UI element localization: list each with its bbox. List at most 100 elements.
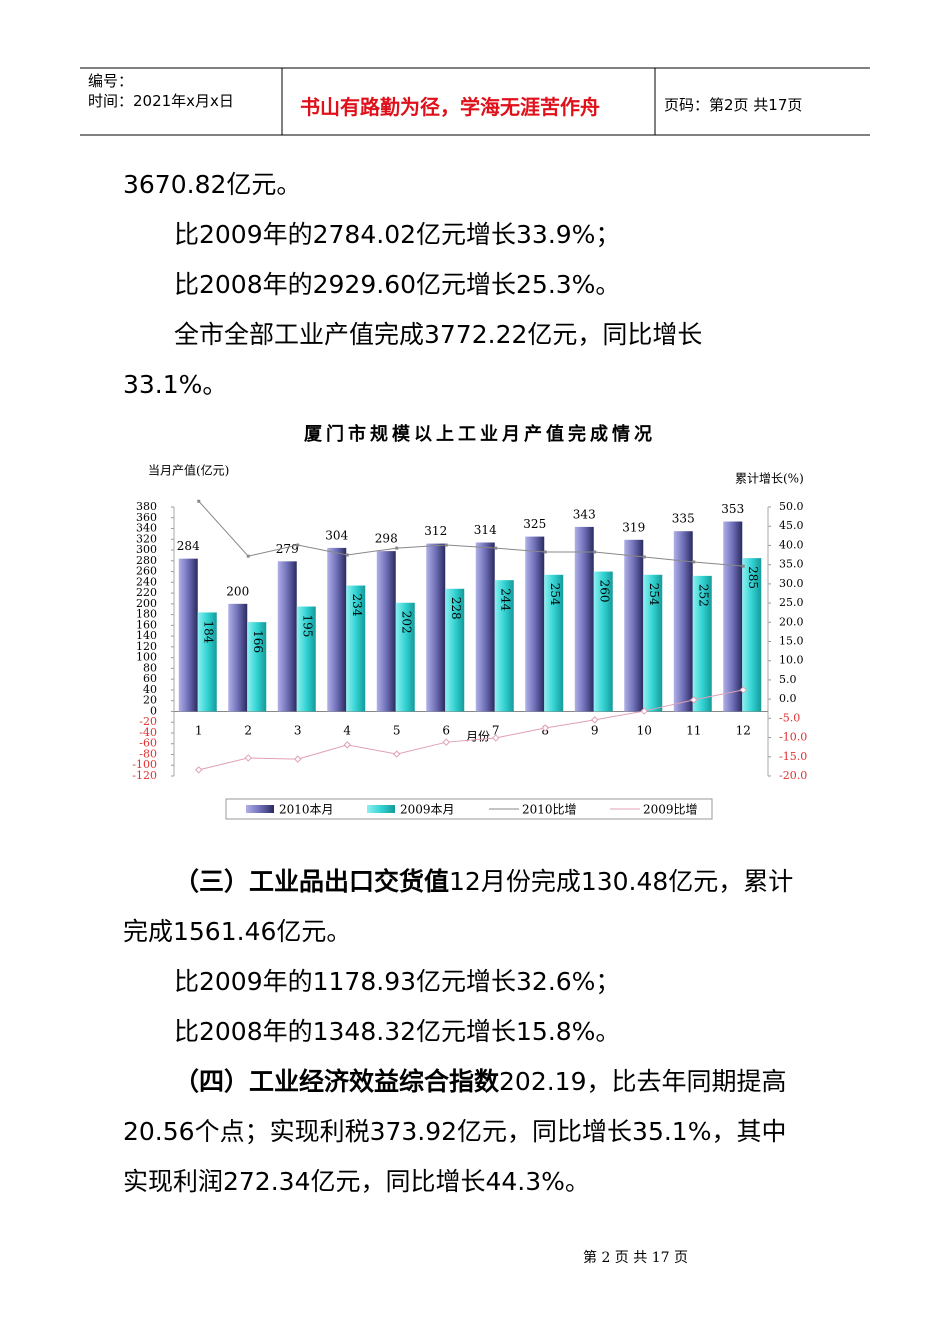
y-tick-label: -20 [139, 715, 157, 728]
legend-label: 2009比增 [643, 803, 698, 817]
marker [294, 755, 302, 763]
marker [739, 686, 747, 694]
text: 比2008年的1348.32亿元增长15.8%。 [174, 1017, 621, 1046]
y2-tick-label: 20.0 [779, 615, 804, 628]
legend-label: 2010本月 [279, 803, 334, 817]
marker [593, 550, 597, 554]
bar [723, 521, 743, 712]
text: 比2009年的2784.02亿元增长33.9%； [174, 220, 621, 249]
header-motto: 书山有路勤为径，学海无涯苦作舟 [300, 95, 600, 119]
bold-heading: （四）工业经济效益综合指数 [174, 1067, 500, 1096]
marker [197, 499, 201, 503]
data-label: 298 [375, 532, 398, 546]
text: 全市全部工业产值完成3772.22亿元，同比增长 [174, 320, 703, 349]
x-tick-label: 4 [343, 724, 351, 738]
x-tick-label: 1 [195, 724, 203, 738]
marker [741, 564, 745, 568]
data-label: 202 [399, 611, 413, 634]
text: 3670.82亿元。 [123, 170, 302, 199]
text: 20.56个点；实现利税373.92亿元，同比增长35.1%，其中 [123, 1117, 787, 1146]
marker [640, 707, 648, 715]
marker [494, 546, 498, 550]
text: 比2009年的1178.93亿元增长32.6%； [174, 967, 621, 996]
data-label: 228 [449, 597, 463, 620]
data-label: 335 [672, 512, 695, 526]
text: 33.1%。 [123, 370, 228, 399]
marker [444, 543, 448, 547]
x-axis-title: 月份 [466, 730, 490, 744]
x-tick-label: 10 [637, 724, 652, 738]
data-label: 166 [251, 630, 265, 653]
data-label: 279 [276, 542, 299, 556]
legend-label: 2009本月 [400, 803, 455, 817]
text: 12月份完成130.48亿元，累计 [449, 867, 794, 896]
data-label: 244 [498, 588, 512, 611]
y-tick-label: 20 [143, 694, 157, 707]
data-label: 200 [226, 584, 249, 598]
y2-tick-label: 30.0 [779, 577, 804, 590]
y-tick-label: 40 [143, 683, 157, 696]
text-line: 比2008年的1348.32亿元增长15.8%。 [123, 1007, 843, 1057]
bar [228, 603, 248, 712]
text-line: 完成1561.46亿元。 [123, 907, 843, 957]
y-tick-label: -100 [132, 758, 157, 771]
y-tick-label: 160 [136, 618, 157, 631]
y-tick-label: 320 [136, 532, 157, 545]
bar [178, 558, 198, 712]
x-tick-label: 12 [736, 724, 751, 738]
text-block: （三）工业品出口交货值12月份完成130.48亿元，累计 完成1561.46亿元。… [123, 857, 843, 1207]
y-tick-label: 380 [136, 500, 157, 513]
y2-tick-label: 15.0 [779, 635, 804, 648]
y2-tick-label: 0.0 [779, 692, 797, 705]
y-tick-label: 280 [136, 554, 157, 567]
data-label: 260 [597, 580, 611, 603]
marker [442, 738, 450, 746]
line [198, 500, 744, 567]
x-tick-label: 6 [442, 724, 450, 738]
data-label: 254 [647, 583, 661, 606]
marker [692, 560, 696, 564]
text-line: 3670.82亿元。 [123, 160, 843, 210]
y2-tick-label: -10.0 [779, 731, 807, 744]
y-tick-label: 220 [136, 586, 157, 599]
text: 实现利润272.34亿元，同比增长44.3%。 [123, 1167, 590, 1196]
y-tick-label: 140 [136, 629, 157, 642]
data-label: 285 [746, 566, 760, 589]
bar [296, 606, 316, 712]
bar [376, 551, 396, 712]
text-line: （四）工业经济效益综合指数202.19，比去年同期提高 [123, 1057, 843, 1107]
y2-tick-label: 50.0 [779, 500, 804, 513]
chart-title: 厦门市规模以上工业月产值完成情况 [304, 423, 656, 445]
bar [494, 580, 514, 712]
y2-tick-label: 25.0 [779, 596, 804, 609]
bar [247, 622, 267, 712]
data-label: 304 [325, 528, 348, 542]
y2-axis-title: 累计增长(%) [735, 472, 804, 486]
data-label: 343 [573, 507, 596, 521]
text-line: 33.1%。 [123, 360, 843, 410]
bar [277, 561, 297, 712]
data-label: 195 [300, 615, 314, 638]
data-label: 252 [696, 584, 710, 607]
y-tick-label: 240 [136, 575, 157, 588]
y-tick-label: -80 [139, 747, 157, 760]
y2-tick-label: 10.0 [779, 654, 804, 667]
marker [395, 546, 399, 550]
bold-heading: （三）工业品出口交货值 [174, 867, 450, 896]
bar [327, 547, 347, 712]
text-line: 20.56个点；实现利税373.92亿元，同比增长35.1%，其中 [123, 1107, 843, 1157]
bar [475, 542, 495, 712]
bar [426, 543, 446, 712]
y2-tick-label: -5.0 [779, 711, 800, 724]
marker [591, 716, 599, 724]
y-tick-label: 180 [136, 608, 157, 621]
bar [574, 526, 594, 712]
bar [593, 571, 613, 712]
y-tick-label: -60 [139, 737, 157, 750]
x-tick-label: 5 [393, 724, 401, 738]
header-number: 编号： [88, 72, 134, 90]
text-line: （三）工业品出口交货值12月份完成130.48亿元，累计 [123, 857, 843, 907]
bar [346, 585, 366, 712]
bar [643, 574, 663, 712]
